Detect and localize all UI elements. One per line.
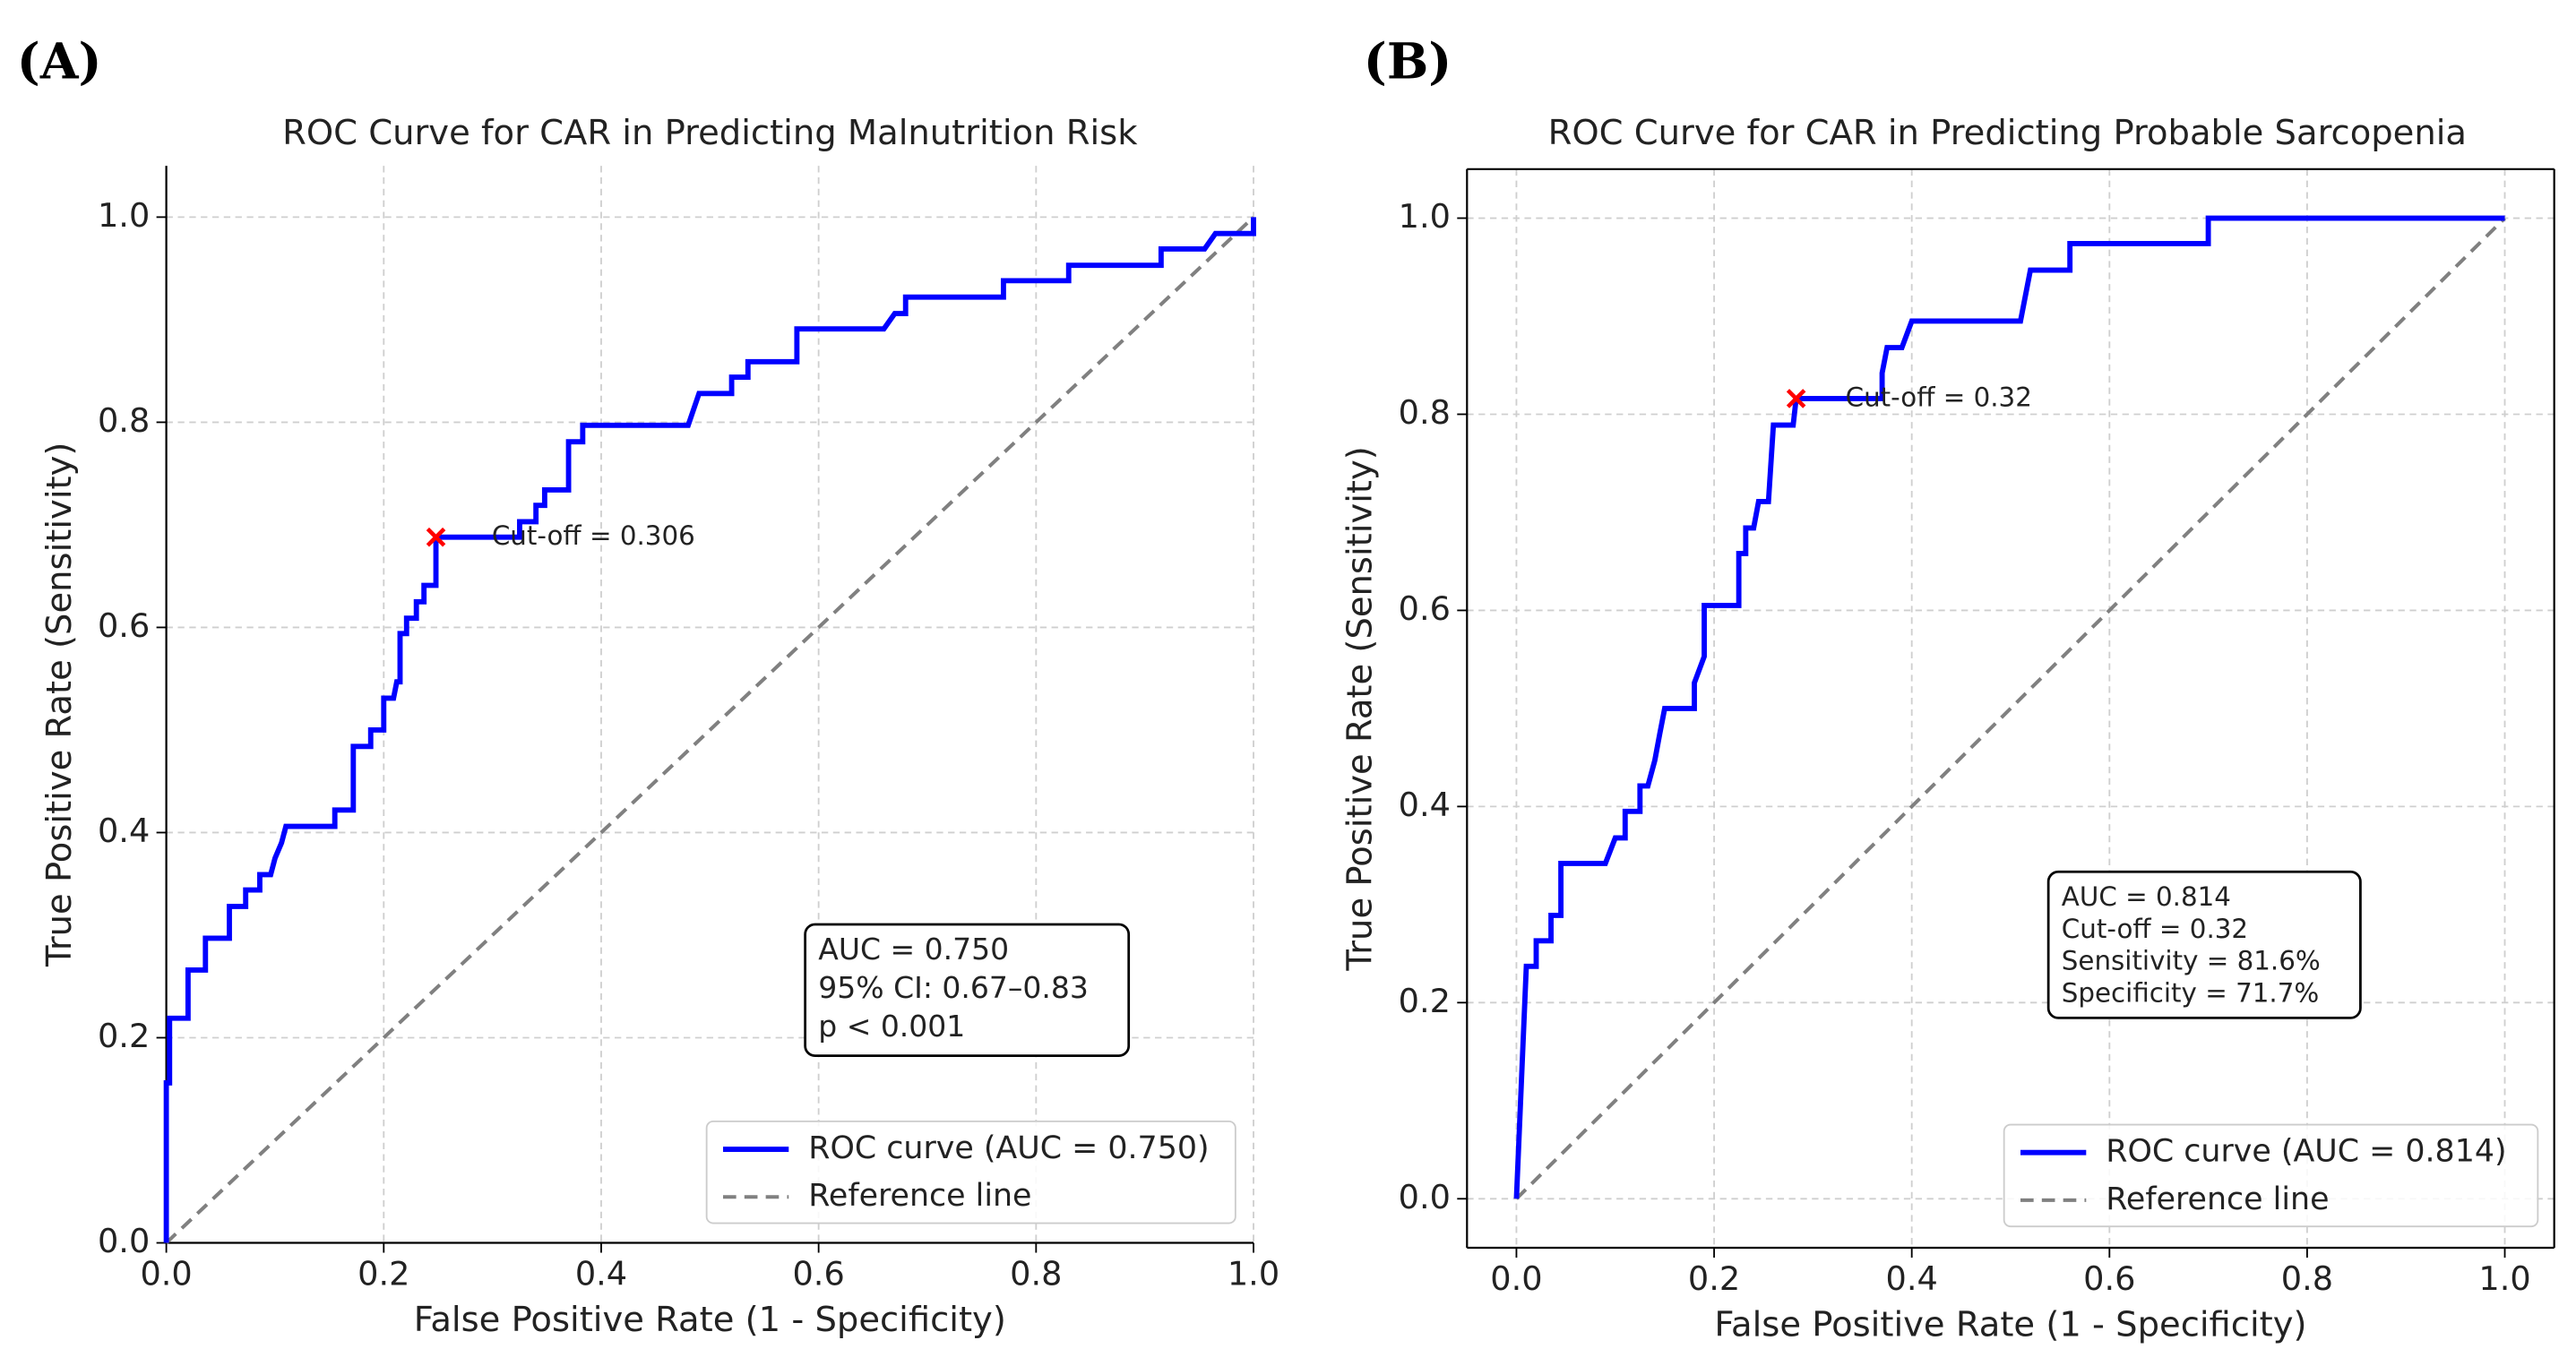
x-tick-label: 0.4 xyxy=(1886,1259,1938,1298)
stats-line: Specificity = 71.7% xyxy=(2062,977,2319,1008)
stats-line: Sensitivity = 81.6% xyxy=(2062,946,2321,976)
stats-box xyxy=(2046,870,2362,1019)
stats-line: p < 0.001 xyxy=(818,1009,965,1044)
roc-curve xyxy=(163,217,1256,1243)
y-tick-label: 1.0 xyxy=(1399,197,1451,236)
x-tick-label: 0.8 xyxy=(1010,1255,1062,1293)
cutoff-marker-stroke xyxy=(1786,389,1806,408)
cutoff-marker-stroke xyxy=(426,527,446,547)
reference-line xyxy=(1515,217,2506,1200)
roc-curve xyxy=(1513,215,2505,1199)
y-tick-label: 0.8 xyxy=(98,401,150,440)
panel-label: (A) xyxy=(17,31,102,90)
reference-line xyxy=(165,215,1255,1244)
y-tick-label: 1.0 xyxy=(98,196,150,235)
legend-label: ROC curve (AUC = 0.814) xyxy=(2106,1134,2506,1170)
x-tick-label: 0.0 xyxy=(140,1255,192,1293)
x-tick-label: 0.0 xyxy=(1490,1259,1542,1298)
x-tick-label: 1.0 xyxy=(2478,1259,2530,1298)
stats-line: AUC = 0.750 xyxy=(818,932,1009,967)
stats-line: 95% CI: 0.67–0.83 xyxy=(818,970,1089,1005)
legend-label: Reference line xyxy=(2106,1181,2329,1217)
x-tick-label: 0.4 xyxy=(575,1255,627,1293)
y-tick-label: 0.4 xyxy=(1399,786,1451,824)
x-tick-label: 0.2 xyxy=(1688,1259,1740,1298)
y-tick-label: 0.6 xyxy=(1399,589,1451,628)
cutoff-marker xyxy=(426,527,446,547)
y-tick-label: 0.4 xyxy=(98,812,150,850)
panel-label: (B) xyxy=(1364,31,1452,90)
legend-box xyxy=(705,1120,1236,1224)
x-tick-label: 0.8 xyxy=(2281,1259,2333,1298)
stats-line: Cut-off = 0.32 xyxy=(2062,914,2248,944)
y-axis-label: True Positive Rate (Sensitivity) xyxy=(39,442,80,967)
stats-line: AUC = 0.814 xyxy=(2062,881,2231,912)
y-tick-label: 0.0 xyxy=(1399,1178,1451,1216)
y-tick-label: 0.6 xyxy=(98,606,150,645)
y-tick-label: 0.2 xyxy=(98,1017,150,1055)
legend-label: Reference line xyxy=(808,1178,1031,1214)
x-tick-label: 1.0 xyxy=(1228,1255,1279,1293)
x-tick-label: 0.6 xyxy=(2083,1259,2135,1298)
x-axis-label: False Positive Rate (1 - Specificity) xyxy=(414,1300,1006,1340)
legend-label: ROC curve (AUC = 0.750) xyxy=(808,1130,1209,1166)
x-tick-label: 0.2 xyxy=(358,1255,409,1293)
legend-box xyxy=(2003,1123,2539,1228)
chart-title: ROC Curve for CAR in Predicting Probable… xyxy=(1548,113,2467,153)
y-axis-label: True Positive Rate (Sensitivity) xyxy=(1340,446,1380,971)
x-tick-label: 0.6 xyxy=(793,1255,845,1293)
y-tick-label: 0.8 xyxy=(1399,393,1451,432)
cutoff-label: Cut-off = 0.32 xyxy=(1846,382,2032,412)
x-axis-label: False Positive Rate (1 - Specificity) xyxy=(1714,1305,2306,1345)
cutoff-label: Cut-off = 0.306 xyxy=(492,520,695,551)
y-tick-label: 0.2 xyxy=(1399,982,1451,1020)
cutoff-marker xyxy=(1786,389,1806,408)
chart-title: ROC Curve for CAR in Predicting Malnutri… xyxy=(282,113,1138,153)
stats-box xyxy=(804,923,1131,1057)
y-tick-label: 0.0 xyxy=(98,1222,150,1260)
